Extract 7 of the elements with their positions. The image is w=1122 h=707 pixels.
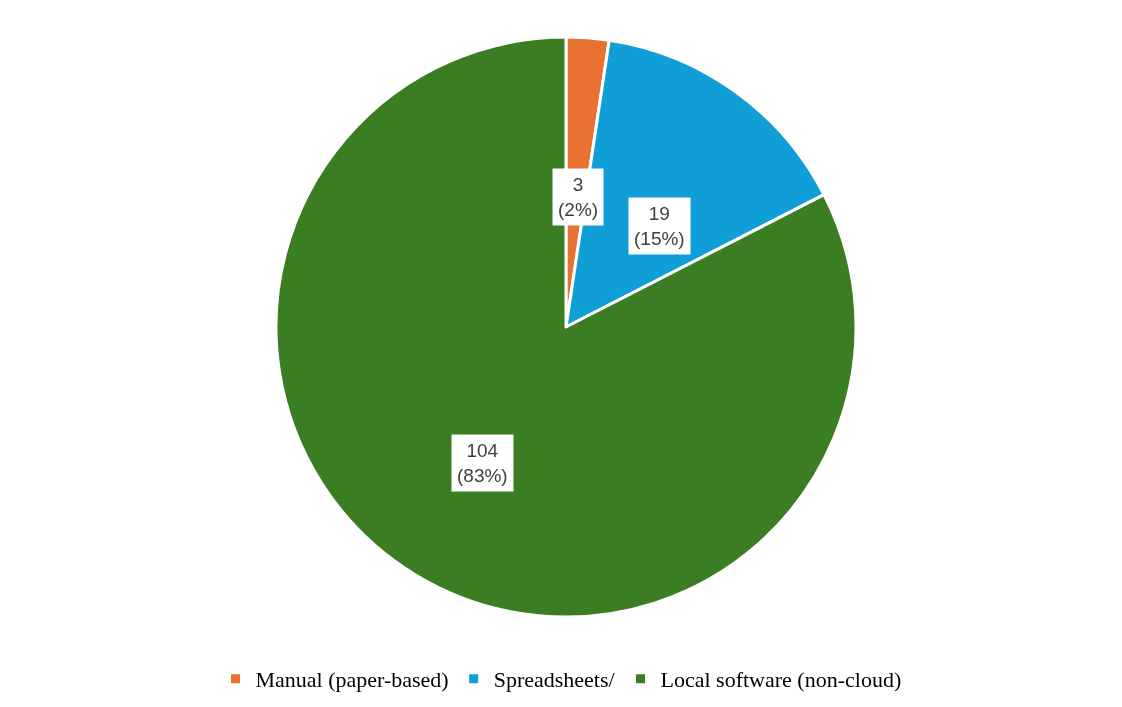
- data-label: 104 (83%): [457, 440, 508, 486]
- data-label: 3 (2%): [558, 174, 599, 220]
- data-label: 19 (15%): [634, 203, 685, 249]
- legend-label: Spreadsheets/: [493, 667, 616, 693]
- legend-label: Local software (non-cloud): [660, 667, 902, 693]
- pie-slice: [274, 35, 858, 619]
- legend-label: Manual (paper-based): [255, 667, 449, 693]
